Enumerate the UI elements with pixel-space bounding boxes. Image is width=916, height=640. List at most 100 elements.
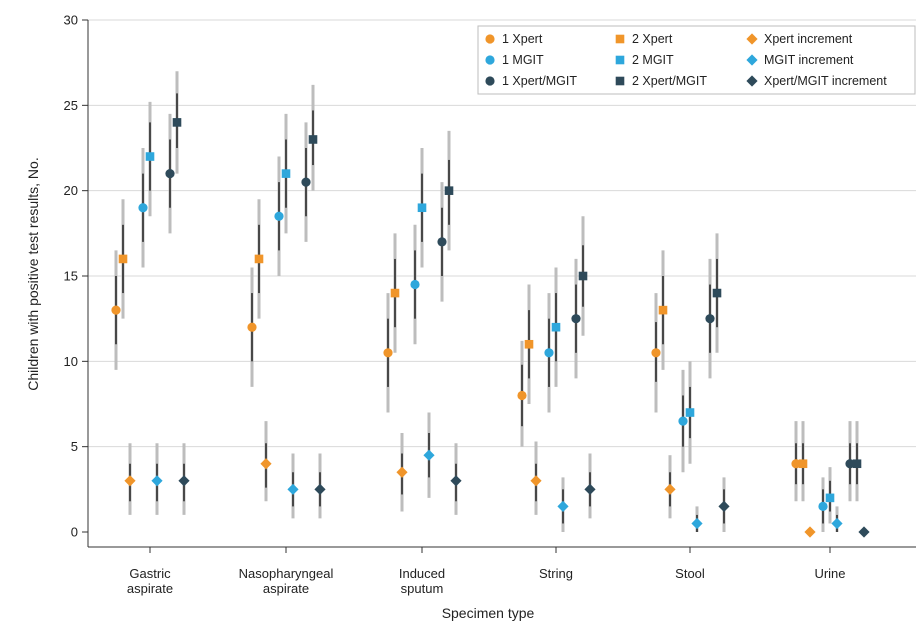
legend-item: 1 Xpert/MGIT bbox=[485, 74, 577, 88]
legend-label: Xpert/MGIT increment bbox=[764, 74, 887, 88]
legend-label: 2 Xpert/MGIT bbox=[632, 74, 707, 88]
legend-item: Xpert/MGIT increment bbox=[746, 74, 887, 88]
x-tick-label: Induced sputum bbox=[399, 566, 445, 596]
series-xpert-increment bbox=[124, 421, 816, 538]
data-point bbox=[571, 314, 581, 324]
legend-item: MGIT increment bbox=[746, 53, 854, 67]
data-point bbox=[383, 348, 393, 358]
data-point bbox=[145, 152, 155, 161]
y-tick-label: 30 bbox=[64, 13, 78, 28]
data-point bbox=[578, 271, 588, 281]
legend-marker bbox=[615, 55, 625, 65]
data-point bbox=[254, 254, 264, 264]
y-tick-label: 5 bbox=[71, 439, 78, 454]
data-point bbox=[705, 314, 715, 324]
data-point bbox=[651, 348, 661, 358]
data-point bbox=[691, 517, 703, 530]
data-point bbox=[551, 322, 561, 332]
legend-marker bbox=[746, 75, 758, 87]
data-point bbox=[831, 517, 843, 530]
data-point bbox=[437, 237, 447, 247]
data-point bbox=[450, 475, 462, 487]
legend-label: 1 Xpert bbox=[502, 32, 543, 46]
data-point bbox=[664, 483, 676, 495]
legend-item: Xpert increment bbox=[746, 32, 853, 46]
data-point bbox=[314, 483, 326, 495]
legend-label: 1 MGIT bbox=[502, 53, 544, 67]
legend-marker bbox=[485, 55, 495, 65]
data-point bbox=[124, 475, 136, 487]
data-point bbox=[178, 475, 190, 487]
y-axis-title: Children with positive test results, No. bbox=[25, 157, 41, 390]
data-point bbox=[172, 118, 182, 127]
x-axis-title: Specimen type bbox=[442, 605, 535, 621]
data-point bbox=[804, 526, 816, 538]
gridlines bbox=[88, 19, 916, 448]
legend-marker bbox=[615, 76, 625, 86]
data-point bbox=[798, 459, 808, 469]
x-tick-label: Nasopharyngeal aspirate bbox=[239, 566, 334, 596]
data-point bbox=[825, 493, 835, 503]
data-point bbox=[845, 459, 855, 469]
data-point bbox=[852, 459, 862, 469]
data-point bbox=[274, 211, 284, 221]
series-mgit-increment bbox=[151, 412, 843, 532]
legend-item: 2 Xpert bbox=[615, 32, 673, 46]
data-point bbox=[118, 254, 128, 264]
data-point bbox=[423, 449, 435, 461]
data-point bbox=[111, 305, 121, 315]
series-2-xpert-mgit bbox=[172, 71, 862, 502]
legend-marker bbox=[485, 76, 495, 86]
data-point bbox=[247, 322, 257, 332]
legend-label: 2 Xpert bbox=[632, 32, 673, 46]
x-tick-label: String bbox=[539, 566, 573, 581]
series-1-xpert bbox=[111, 250, 801, 502]
series-xpert-mgit-increment bbox=[178, 443, 870, 538]
data-point bbox=[260, 458, 272, 470]
legend-item: 2 Xpert/MGIT bbox=[615, 74, 707, 88]
series-1-xpert-mgit bbox=[165, 113, 855, 502]
x-tick-label: Urine bbox=[814, 566, 845, 581]
data-point bbox=[557, 500, 569, 512]
axes: 0 5 10 15 20 25 30 Gastric aspirate Nasopharyngea… bbox=[64, 13, 916, 596]
legend-label: 1 Xpert/MGIT bbox=[502, 74, 577, 88]
data-point bbox=[791, 459, 801, 469]
y-tick-label: 20 bbox=[64, 183, 78, 198]
data-point bbox=[396, 466, 408, 478]
data-point bbox=[712, 288, 722, 298]
data-point bbox=[301, 177, 311, 187]
data-point bbox=[658, 305, 668, 315]
legend-label: 2 MGIT bbox=[632, 53, 674, 67]
x-tick-label: Gastric aspirate bbox=[127, 566, 173, 596]
data-point bbox=[524, 339, 534, 349]
data-point bbox=[517, 390, 527, 401]
data-point bbox=[138, 203, 148, 213]
data-point bbox=[281, 169, 291, 178]
data-point bbox=[818, 501, 828, 511]
legend-item: 2 MGIT bbox=[615, 53, 674, 67]
data-point bbox=[584, 483, 596, 495]
data-point bbox=[444, 186, 454, 195]
y-tick-label: 25 bbox=[64, 98, 78, 113]
legend-marker bbox=[746, 54, 758, 66]
data-point bbox=[165, 169, 175, 179]
data-point bbox=[151, 475, 163, 487]
data-point bbox=[287, 483, 299, 495]
legend-marker bbox=[615, 34, 625, 44]
legend-box bbox=[477, 25, 916, 95]
data-point bbox=[678, 416, 688, 426]
series-2-mgit bbox=[145, 101, 835, 524]
legend-label: Xpert increment bbox=[764, 32, 853, 46]
data-point bbox=[390, 288, 400, 298]
series-1-mgit bbox=[138, 148, 828, 532]
data-point bbox=[718, 500, 730, 512]
data-point bbox=[544, 348, 554, 358]
x-tick-label: Stool bbox=[675, 566, 705, 581]
data-point bbox=[858, 526, 870, 538]
legend-item: 1 Xpert bbox=[485, 32, 543, 46]
y-tick-label: 15 bbox=[64, 269, 78, 284]
data-point bbox=[685, 408, 695, 417]
legend-item: 1 MGIT bbox=[485, 53, 544, 67]
y-tick-label: 0 bbox=[71, 525, 78, 540]
